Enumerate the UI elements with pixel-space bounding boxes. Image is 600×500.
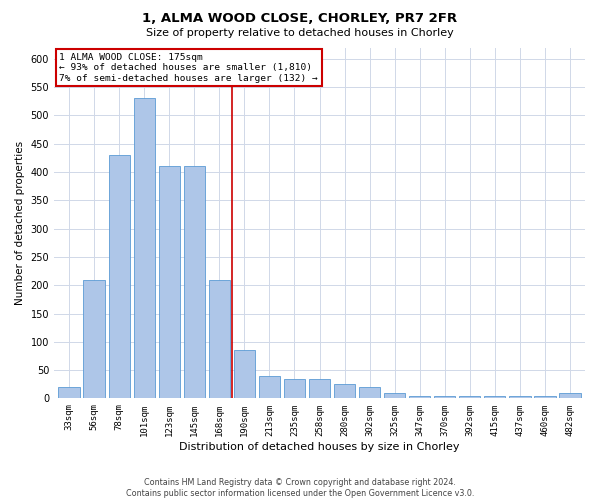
Bar [109,155,130,398]
Bar [234,350,255,399]
Bar [409,396,430,398]
Bar [83,280,105,398]
Bar [459,396,481,398]
Bar [284,378,305,398]
Bar [158,166,180,398]
Y-axis label: Number of detached properties: Number of detached properties [15,141,25,305]
Bar [534,396,556,398]
Text: 1, ALMA WOOD CLOSE, CHORLEY, PR7 2FR: 1, ALMA WOOD CLOSE, CHORLEY, PR7 2FR [142,12,458,26]
Bar [309,378,330,398]
Bar [559,393,581,398]
Bar [434,396,455,398]
Bar [484,396,505,398]
Bar [259,376,280,398]
Bar [58,387,80,398]
Bar [209,280,230,398]
Bar [134,98,155,399]
Bar [184,166,205,398]
Bar [359,387,380,398]
Bar [509,396,530,398]
Bar [334,384,355,398]
Text: 1 ALMA WOOD CLOSE: 175sqm
← 93% of detached houses are smaller (1,810)
7% of sem: 1 ALMA WOOD CLOSE: 175sqm ← 93% of detac… [59,53,318,82]
X-axis label: Distribution of detached houses by size in Chorley: Distribution of detached houses by size … [179,442,460,452]
Text: Size of property relative to detached houses in Chorley: Size of property relative to detached ho… [146,28,454,38]
Text: Contains HM Land Registry data © Crown copyright and database right 2024.
Contai: Contains HM Land Registry data © Crown c… [126,478,474,498]
Bar [384,393,406,398]
